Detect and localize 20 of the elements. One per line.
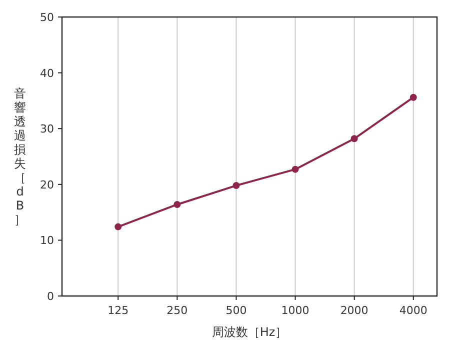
y-tick-label: 10 bbox=[40, 234, 54, 248]
x-tick-label: 4000 bbox=[399, 304, 428, 317]
x-tick-label: 125 bbox=[108, 304, 129, 317]
y-tick-label: 20 bbox=[40, 178, 54, 192]
y-tick-label: 0 bbox=[47, 290, 54, 303]
point bbox=[350, 135, 358, 142]
x-tick-label: 2000 bbox=[340, 304, 368, 317]
x-tick-label: 1000 bbox=[281, 304, 310, 317]
x-tick-label: 250 bbox=[166, 304, 188, 317]
point bbox=[114, 223, 122, 230]
y-tick-label: 30 bbox=[40, 122, 54, 136]
y-tick-label: 50 bbox=[40, 11, 54, 24]
y-tick-label: 40 bbox=[40, 66, 54, 80]
x-tick-label: 500 bbox=[226, 304, 247, 317]
point bbox=[292, 166, 299, 173]
point bbox=[174, 200, 181, 208]
text: 音響透過損失［dB］ bbox=[14, 86, 26, 226]
point bbox=[232, 182, 240, 190]
point bbox=[410, 94, 417, 101]
x-axis-title: 周波数［Hz］ bbox=[212, 325, 288, 339]
